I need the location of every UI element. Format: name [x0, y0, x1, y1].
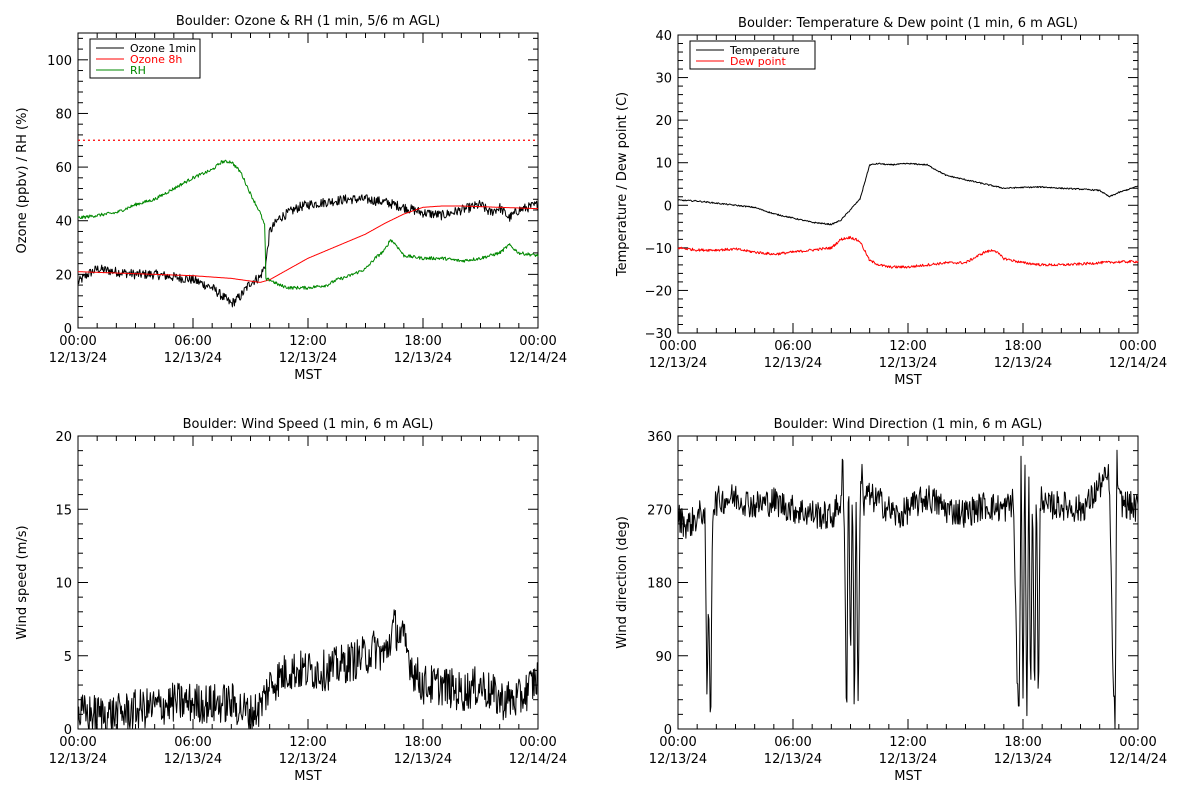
- wind-direction-panel: Boulder: Wind Direction (1 min, 6 m AGL)…: [615, 417, 1167, 784]
- x-axis-label: MST: [294, 769, 321, 784]
- x-tick-label-date: 12/14/24: [1109, 752, 1167, 767]
- y-tick-label: 20: [655, 114, 672, 129]
- x-axis-label: MST: [894, 373, 921, 388]
- y-tick-label: 5: [64, 650, 72, 665]
- y-axis-label: Wind speed (m/s): [15, 525, 30, 639]
- y-tick-label: 10: [55, 577, 72, 592]
- x-tick-label-date: 12/13/24: [764, 356, 822, 371]
- x-tick-label-date: 12/13/24: [279, 351, 337, 366]
- x-tick-label-time: 00:00: [59, 334, 96, 349]
- y-tick-label: 30: [655, 72, 672, 87]
- y-tick-label: −30: [645, 327, 672, 342]
- x-tick-label-time: 00:00: [659, 339, 696, 354]
- y-tick-label: 80: [55, 107, 72, 122]
- wind-speed-panel: Boulder: Wind Speed (1 min, 6 m AGL) 0 5 10…: [15, 417, 567, 784]
- plot-frame: [677, 435, 1139, 730]
- y-tick-label: 360: [647, 430, 672, 445]
- x-axis-label: MST: [894, 769, 921, 784]
- y-axis-label: Temperature / Dew point (C): [615, 92, 630, 277]
- x-tick-label-date: 12/13/24: [879, 752, 937, 767]
- x-tick-label-time: 18:00: [1004, 339, 1041, 354]
- x-tick-label-time: 06:00: [174, 334, 211, 349]
- x-tick-label-time: 06:00: [174, 735, 211, 750]
- plot-frame: [677, 34, 1139, 334]
- x-tick-label-date: 12/13/24: [49, 752, 107, 767]
- y-tick-label: 20: [55, 430, 72, 445]
- y-tick-label: 0: [664, 723, 672, 738]
- x-tick-label-date: 12/14/24: [1109, 356, 1167, 371]
- x-tick-label-date: 12/14/24: [509, 351, 567, 366]
- y-tick-label: 100: [47, 54, 72, 69]
- temperature-dewpoint-panel: Boulder: Temperature & Dew point (1 min,…: [615, 16, 1167, 388]
- x-tick-label-date: 12/13/24: [649, 752, 707, 767]
- series-line-temperature: [677, 162, 1139, 226]
- x-tick-label-time: 06:00: [774, 735, 811, 750]
- legend-label: Ozone 8h: [130, 53, 182, 66]
- plot-frame: [77, 435, 539, 730]
- y-tick-label: 10: [655, 157, 672, 172]
- series-line-ozone-8h: [78, 205, 539, 283]
- series-line-trace: [677, 449, 1139, 729]
- x-tick-label-time: 18:00: [404, 735, 441, 750]
- x-tick-label-time: 00:00: [519, 735, 556, 750]
- series-line-rh: [77, 159, 539, 290]
- x-tick-label-date: 12/13/24: [879, 356, 937, 371]
- x-tick-label-date: 12/13/24: [394, 752, 452, 767]
- y-tick-label: −20: [645, 284, 672, 299]
- x-tick-label-date: 12/13/24: [164, 351, 222, 366]
- x-tick-label-date: 12/14/24: [509, 752, 567, 767]
- y-tick-label: 270: [647, 503, 672, 518]
- x-tick-label-time: 12:00: [289, 334, 326, 349]
- x-tick-label-date: 12/13/24: [764, 752, 822, 767]
- y-tick-label: 0: [64, 723, 72, 738]
- y-tick-label: 0: [664, 199, 672, 214]
- legend-label: Dew point: [730, 55, 786, 68]
- chart-title: Boulder: Ozone & RH (1 min, 5/6 m AGL): [176, 14, 440, 29]
- y-tick-label: 20: [55, 268, 72, 283]
- x-tick-label-time: 00:00: [519, 334, 556, 349]
- series-line-dew-point: [677, 235, 1139, 269]
- x-axis-label: MST: [294, 368, 321, 383]
- x-tick-label-time: 00:00: [59, 735, 96, 750]
- x-tick-label-date: 12/13/24: [279, 752, 337, 767]
- chart-title: Boulder: Temperature & Dew point (1 min,…: [738, 16, 1078, 31]
- x-tick-label-time: 18:00: [404, 334, 441, 349]
- x-tick-label-time: 12:00: [289, 735, 326, 750]
- series-line-trace: [77, 609, 539, 730]
- x-tick-label-date: 12/13/24: [49, 351, 107, 366]
- x-tick-label-time: 06:00: [774, 339, 811, 354]
- ozone-rh-panel: Boulder: Ozone & RH (1 min, 5/6 m AGL) 0 2…: [15, 14, 567, 383]
- y-tick-label: −10: [645, 242, 672, 257]
- x-tick-label-date: 12/13/24: [394, 351, 452, 366]
- y-tick-label: 40: [55, 215, 72, 230]
- y-axis-label: Wind direction (deg): [615, 516, 630, 649]
- y-axis-label: Ozone (ppbv) / RH (%): [15, 107, 30, 253]
- y-tick-label: 60: [55, 161, 72, 176]
- x-tick-label-date: 12/13/24: [649, 356, 707, 371]
- x-tick-label-date: 12/13/24: [994, 752, 1052, 767]
- y-tick-label: 0: [64, 322, 72, 337]
- legend-label: RH: [130, 64, 146, 77]
- x-tick-label-time: 00:00: [1119, 735, 1156, 750]
- x-tick-label-date: 12/13/24: [164, 752, 222, 767]
- x-tick-label-time: 18:00: [1004, 735, 1041, 750]
- x-tick-label-time: 00:00: [659, 735, 696, 750]
- chart-title: Boulder: Wind Speed (1 min, 6 m AGL): [183, 417, 434, 432]
- y-tick-label: 90: [655, 650, 672, 665]
- x-tick-label-time: 00:00: [1119, 339, 1156, 354]
- y-tick-label: 180: [647, 577, 672, 592]
- x-tick-label-time: 12:00: [889, 339, 926, 354]
- legend-label: Temperature: [729, 44, 800, 57]
- y-tick-label: 40: [655, 29, 672, 44]
- legend-label: Ozone 1min: [130, 42, 196, 55]
- chart-title: Boulder: Wind Direction (1 min, 6 m AGL): [774, 417, 1043, 432]
- x-tick-label-date: 12/13/24: [994, 356, 1052, 371]
- legend: [689, 40, 816, 70]
- series-line-ozone-1min: [77, 194, 539, 308]
- x-tick-label-time: 12:00: [889, 735, 926, 750]
- y-tick-label: 15: [55, 503, 72, 518]
